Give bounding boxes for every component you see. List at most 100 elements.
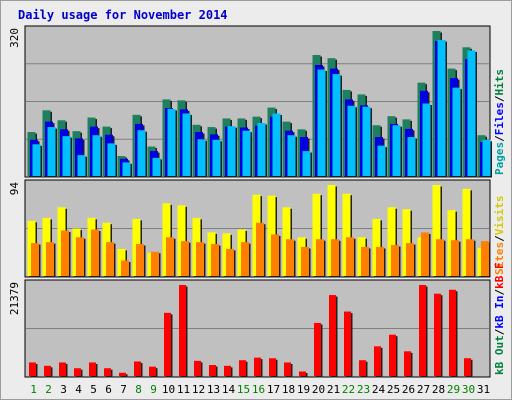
x-tick-label-day-18: 18 bbox=[282, 383, 295, 396]
bar-sites-day-31 bbox=[481, 241, 489, 276]
bar-pages-day-3 bbox=[62, 136, 71, 176]
bar-sites-day-12 bbox=[196, 242, 204, 276]
x-tick-label-day-10: 10 bbox=[162, 383, 175, 396]
x-tick-label-day-8: 8 bbox=[135, 383, 142, 396]
bar-pages-day-7 bbox=[122, 162, 131, 176]
bar-visits-day-25 bbox=[387, 207, 396, 276]
bar-kbf-day-9 bbox=[149, 366, 156, 376]
bar-sites-day-22 bbox=[346, 237, 354, 276]
bar-kbf-day-14 bbox=[224, 365, 231, 376]
bar-sites-day-3 bbox=[61, 230, 69, 276]
axis-legend-: / bbox=[493, 135, 506, 142]
x-tick-label-day-7: 7 bbox=[120, 383, 127, 396]
axis-legend-: / bbox=[493, 328, 506, 335]
bar-kbf-day-29 bbox=[449, 289, 456, 376]
bar-kbf-day-16 bbox=[254, 357, 261, 376]
bar-sites-day-10 bbox=[166, 237, 174, 276]
bar-visits-day-22 bbox=[342, 193, 351, 276]
bar-pages-day-6 bbox=[107, 143, 116, 176]
x-tick-label-day-2: 2 bbox=[45, 383, 52, 396]
bar-kbf-day-12 bbox=[194, 360, 201, 376]
bar-kbf-day-7 bbox=[119, 372, 126, 376]
bar-kbf-day-20 bbox=[314, 322, 321, 376]
x-tick-label-day-1: 1 bbox=[30, 383, 37, 396]
axis-legend-kbin: kB In bbox=[493, 296, 506, 329]
bar-kbf-day-1 bbox=[29, 362, 36, 376]
x-tick-label-day-28: 28 bbox=[432, 383, 445, 396]
bar-sites-day-13 bbox=[211, 244, 219, 276]
axis-legend-kbout: kB Out bbox=[493, 335, 506, 375]
panel-kbytes-axis-legend: kB Out/kB In/kB F bbox=[493, 262, 506, 375]
bar-sites-day-11 bbox=[181, 241, 189, 276]
bar-kbf-day-4 bbox=[74, 368, 81, 376]
bar-pages-day-31 bbox=[482, 139, 491, 176]
bar-pages-day-25 bbox=[392, 125, 401, 176]
bar-pages-day-4 bbox=[77, 155, 86, 176]
bar-kbf-day-2 bbox=[44, 365, 51, 376]
bar-visits-day-11 bbox=[177, 205, 186, 276]
bar-pages-day-2 bbox=[47, 127, 56, 176]
chart-title: Daily usage for November 2014 bbox=[18, 8, 228, 22]
axis-legend-sites: Sites bbox=[493, 242, 506, 275]
bar-sites-day-2 bbox=[46, 242, 54, 276]
panel-visits-axis-legend: Sites/Visits bbox=[493, 196, 506, 276]
bar-sites-day-14 bbox=[226, 248, 234, 276]
bar-pages-day-28 bbox=[437, 40, 446, 176]
bar-kbf-day-3 bbox=[59, 362, 66, 376]
bar-kbf-day-13 bbox=[209, 365, 216, 376]
bar-pages-day-21 bbox=[332, 74, 341, 176]
x-tick-label-day-12: 12 bbox=[192, 383, 205, 396]
bar-sites-day-18 bbox=[286, 239, 294, 276]
bar-pages-day-26 bbox=[407, 137, 416, 176]
bar-sites-day-7 bbox=[121, 260, 129, 276]
bar-kbf-day-21 bbox=[329, 295, 336, 376]
x-tick-label-day-25: 25 bbox=[387, 383, 400, 396]
bar-sites-day-27 bbox=[421, 232, 429, 276]
x-tick-label-day-11: 11 bbox=[177, 383, 190, 396]
x-tick-label-day-15: 15 bbox=[237, 383, 250, 396]
bar-sites-day-21 bbox=[331, 239, 339, 276]
bar-pages-day-30 bbox=[467, 50, 476, 176]
bar-visits-day-21 bbox=[327, 185, 336, 276]
x-tick-label-day-19: 19 bbox=[297, 383, 310, 396]
bar-sites-day-26 bbox=[406, 243, 414, 276]
x-tick-label-day-21: 21 bbox=[327, 383, 340, 396]
bar-pages-day-20 bbox=[317, 69, 326, 176]
bar-pages-day-17 bbox=[272, 113, 281, 176]
panel-kbytes-ymax-label: 21379 bbox=[8, 282, 21, 315]
axis-legend-kbf: kB F bbox=[493, 262, 506, 289]
x-tick-label-day-9: 9 bbox=[150, 383, 157, 396]
bar-sites-day-19 bbox=[301, 246, 309, 276]
x-tick-label-day-26: 26 bbox=[402, 383, 415, 396]
panel-hits-axis-legend: Pages/Files/Hits bbox=[493, 69, 506, 175]
bar-sites-day-28 bbox=[436, 239, 444, 276]
bar-sites-day-5 bbox=[91, 229, 99, 276]
bar-sites-day-17 bbox=[271, 234, 279, 276]
bar-pages-day-1 bbox=[32, 144, 41, 176]
axis-legend-: / bbox=[493, 235, 506, 242]
x-tick-label-day-16: 16 bbox=[252, 383, 265, 396]
x-tick-label-day-20: 20 bbox=[312, 383, 325, 396]
bar-kbf-day-27 bbox=[419, 285, 426, 376]
panel-visits-ymax-label: 94 bbox=[8, 182, 21, 196]
axis-legend-: / bbox=[493, 95, 506, 102]
bar-sites-day-29 bbox=[451, 240, 459, 276]
bar-kbf-day-25 bbox=[389, 334, 396, 376]
x-tick-label-day-22: 22 bbox=[342, 383, 355, 396]
bar-kbf-day-11 bbox=[179, 285, 186, 376]
bar-sites-day-4 bbox=[76, 237, 84, 276]
bar-pages-day-18 bbox=[287, 135, 296, 176]
bar-pages-day-22 bbox=[347, 105, 356, 176]
x-tick-label-day-24: 24 bbox=[372, 383, 386, 396]
bar-pages-day-24 bbox=[377, 145, 386, 176]
x-tick-label-day-30: 30 bbox=[462, 383, 475, 396]
bar-pages-day-23 bbox=[362, 106, 371, 176]
x-tick-label-day-13: 13 bbox=[207, 383, 220, 396]
bar-kbf-day-22 bbox=[344, 311, 351, 376]
bar-kbf-day-24 bbox=[374, 346, 381, 376]
bar-pages-day-9 bbox=[152, 157, 161, 176]
axis-legend-hits: Hits bbox=[493, 69, 506, 96]
axis-legend-pages: Pages bbox=[493, 142, 506, 175]
bar-sites-day-24 bbox=[376, 246, 384, 276]
